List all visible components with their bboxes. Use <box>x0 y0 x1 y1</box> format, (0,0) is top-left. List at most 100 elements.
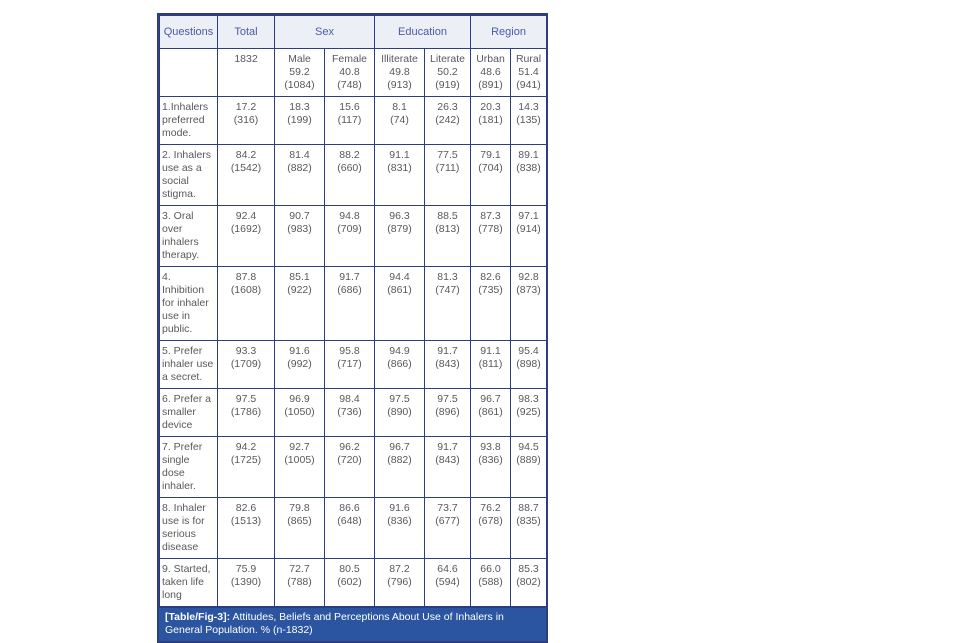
table-row: 4. Inhibition for inhaler use in public.… <box>159 266 548 341</box>
value-cell: 94.9 (866) <box>374 340 425 389</box>
count-value: (717) <box>337 358 362 370</box>
percent-value: 96.2 <box>339 441 360 453</box>
count-value: (242) <box>435 114 460 126</box>
count-value: (588) <box>478 576 503 588</box>
question-cell: 2. Inhalers use as a social stigma. <box>159 144 218 206</box>
subheader-literate: Literate 50.2 (919) <box>424 48 471 97</box>
subheader-label: Illiterate <box>381 53 418 65</box>
percent-value: 97.5 <box>235 393 257 405</box>
value-cell: 64.6 (594) <box>424 558 471 607</box>
value-cell: 77.5 (711) <box>424 144 471 206</box>
count-value: (796) <box>387 576 412 588</box>
value-cell: 76.2 (678) <box>470 497 511 559</box>
value-cell: 97.1 (914) <box>509 205 548 267</box>
subheader-pct: 50.2 <box>437 66 458 78</box>
count-value: (873) <box>516 284 541 296</box>
count-value: (914) <box>516 223 541 235</box>
percent-value: 96.7 <box>389 441 410 453</box>
value-cell: 97.5 (890) <box>374 388 425 437</box>
percent-value: 88.5 <box>437 210 458 222</box>
value-cell: 79.1 (704) <box>470 144 511 206</box>
percent-value: 79.8 <box>289 502 310 514</box>
value-cell: 85.3 (802) <box>509 558 548 607</box>
percent-value: 73.7 <box>437 502 458 514</box>
data-table: Questions Total Sex Education Region 183… <box>159 15 548 607</box>
value-cell: 91.6 (992) <box>274 340 325 389</box>
subheader-total-n: 1832 <box>217 48 275 97</box>
percent-value: 98.3 <box>518 393 539 405</box>
percent-value: 79.1 <box>480 149 501 161</box>
table-row: 8. Inhaler use is for serious disease 82.… <box>159 497 548 559</box>
value-cell: 66.0 (588) <box>470 558 511 607</box>
percent-value: 94.9 <box>389 345 410 357</box>
count-value: (602) <box>337 576 362 588</box>
count-value: (660) <box>337 162 362 174</box>
value-cell: 87.3 (778) <box>470 205 511 267</box>
count-value: (720) <box>337 454 362 466</box>
percent-value: 98.4 <box>339 393 360 405</box>
value-cell: 91.7 (686) <box>324 266 375 341</box>
header-sub-row: 1832 Male 59.2 (1084) Female 40.8 (748) … <box>159 48 548 97</box>
subheader-count: (891) <box>478 79 503 91</box>
value-cell: 91.1 (831) <box>374 144 425 206</box>
question-cell: 6. Prefer a smaller device <box>159 388 218 437</box>
subheader-rural: Rural 51.4 (941) <box>509 48 548 97</box>
count-value: (882) <box>387 454 412 466</box>
subheader-pct: 59.2 <box>289 66 310 78</box>
count-value: (199) <box>287 114 312 126</box>
subheader-label: Rural <box>515 53 542 65</box>
value-cell: 20.3 (181) <box>470 96 511 145</box>
value-cell: 92.4 (1692) <box>217 205 275 267</box>
percent-value: 26.3 <box>437 101 458 113</box>
question-cell: 4. Inhibition for inhaler use in public. <box>159 266 218 341</box>
count-value: (1608) <box>230 284 262 296</box>
table-caption: [Table/Fig-3]: Attitudes, Beliefs and Pe… <box>159 607 546 641</box>
subheader-female: Female 40.8 (748) <box>324 48 375 97</box>
percent-value: 92.7 <box>289 441 310 453</box>
subheader-urban: Urban 48.6 (891) <box>470 48 511 97</box>
subheader-pct: 40.8 <box>339 66 360 78</box>
value-cell: 87.8 (1608) <box>217 266 275 341</box>
count-value: (736) <box>337 406 362 418</box>
percent-value: 20.3 <box>480 101 501 113</box>
table-row: 6. Prefer a smaller device 97.5 (1786) 96.9… <box>159 388 548 437</box>
percent-value: 96.3 <box>389 210 410 222</box>
value-cell: 86.6 (648) <box>324 497 375 559</box>
value-cell: 96.7 (882) <box>374 436 425 498</box>
percent-value: 96.7 <box>480 393 501 405</box>
table-row: 9. Started, taken life long 75.9 (1390) 72.… <box>159 558 548 607</box>
value-cell: 96.9 (1050) <box>274 388 325 437</box>
count-value: (648) <box>337 515 362 527</box>
question-cell: 1.Inhalers preferred mode. <box>159 96 218 145</box>
subheader-count: (913) <box>387 79 412 91</box>
percent-value: 95.8 <box>339 345 360 357</box>
percent-value: 91.7 <box>437 441 458 453</box>
count-value: (836) <box>478 454 503 466</box>
value-cell: 88.5 (813) <box>424 205 471 267</box>
value-cell: 89.1 (838) <box>509 144 548 206</box>
value-cell: 93.8 (836) <box>470 436 511 498</box>
count-value: (704) <box>478 162 503 174</box>
percent-value: 87.2 <box>389 563 410 575</box>
percent-value: 94.2 <box>235 441 257 453</box>
count-value: (811) <box>478 358 503 370</box>
subheader-label: Literate <box>429 53 466 65</box>
count-value: (1005) <box>284 454 315 466</box>
percent-value: 92.4 <box>235 210 257 222</box>
percent-value: 81.4 <box>289 149 310 161</box>
table-row: 5. Prefer inhaler use a secret. 93.3 (1709… <box>159 340 548 389</box>
table-row: 2. Inhalers use as a social stigma. 84.2 (… <box>159 144 548 206</box>
percent-value: 18.3 <box>289 101 310 113</box>
count-value: (181) <box>478 114 503 126</box>
count-value: (882) <box>287 162 312 174</box>
value-cell: 26.3 (242) <box>424 96 471 145</box>
count-value: (709) <box>337 223 362 235</box>
count-value: (835) <box>516 515 541 527</box>
count-value: (992) <box>287 358 312 370</box>
value-cell: 91.7 (843) <box>424 436 471 498</box>
count-value: (1786) <box>230 406 262 418</box>
percent-value: 84.2 <box>235 149 257 161</box>
percent-value: 94.8 <box>339 210 360 222</box>
value-cell: 96.2 (720) <box>324 436 375 498</box>
